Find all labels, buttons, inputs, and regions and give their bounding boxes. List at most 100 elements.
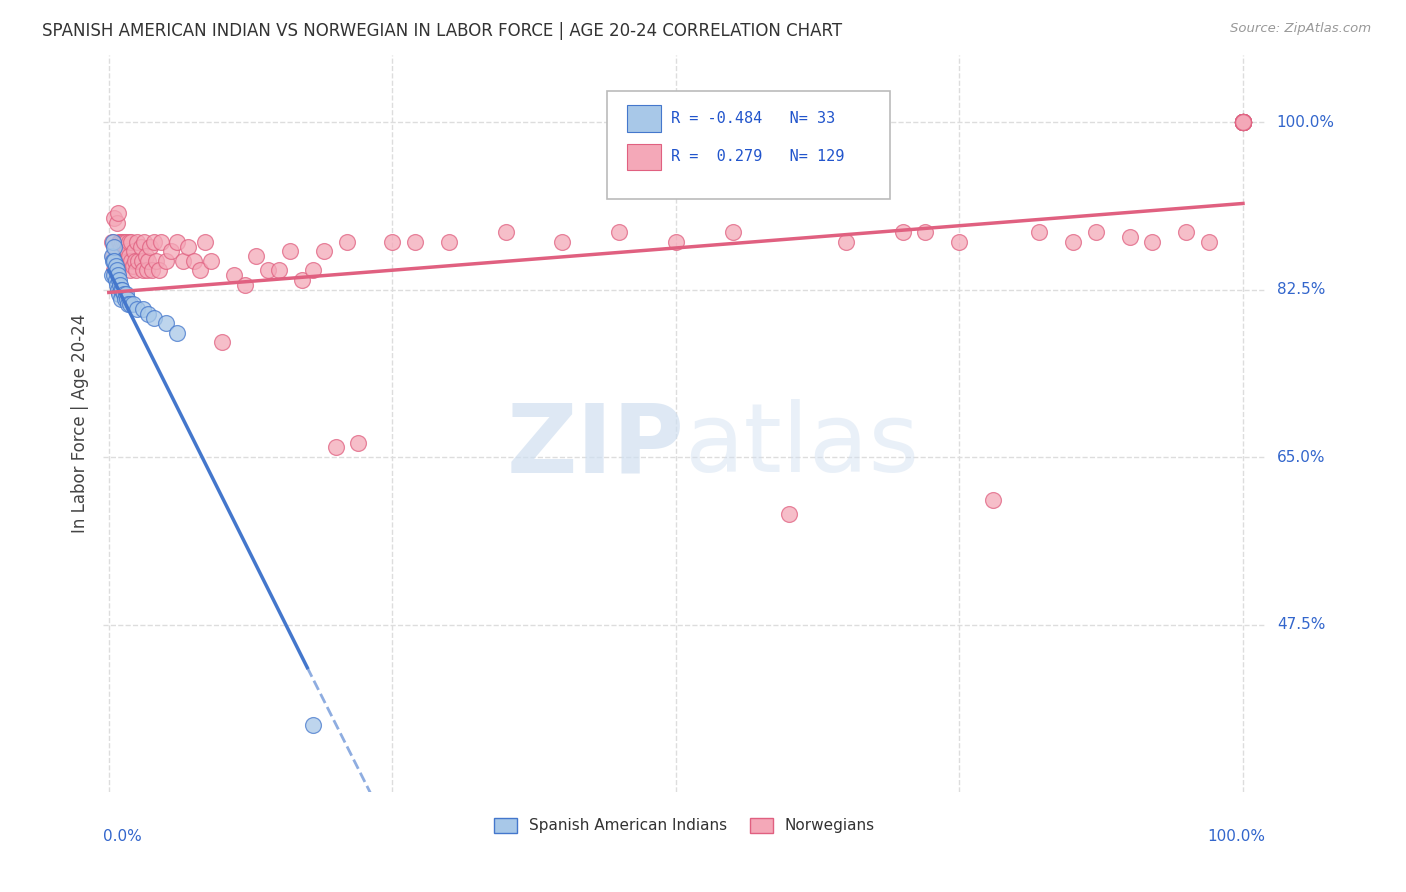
Point — [127, 301, 149, 316]
Point — [101, 268, 124, 283]
Text: 0.0%: 0.0% — [103, 829, 142, 844]
Point — [117, 253, 139, 268]
Point — [107, 263, 129, 277]
Point — [112, 235, 135, 249]
Text: R =  0.279   N= 129: R = 0.279 N= 129 — [671, 150, 844, 164]
Point — [1232, 115, 1254, 129]
Point — [1232, 115, 1254, 129]
Point — [172, 253, 194, 268]
Point — [1232, 115, 1254, 129]
Point — [121, 259, 143, 273]
Point — [115, 292, 138, 306]
Point — [138, 253, 160, 268]
Point — [114, 235, 136, 249]
Point — [1062, 235, 1084, 249]
Point — [1084, 225, 1107, 239]
Point — [1118, 230, 1140, 244]
Point — [1232, 115, 1254, 129]
Point — [107, 268, 129, 283]
Point — [107, 206, 129, 220]
Text: R = -0.484   N= 33: R = -0.484 N= 33 — [671, 112, 835, 126]
Point — [1232, 115, 1254, 129]
Text: Source: ZipAtlas.com: Source: ZipAtlas.com — [1230, 22, 1371, 36]
Point — [105, 216, 128, 230]
Point — [141, 263, 163, 277]
Point — [108, 277, 131, 292]
Point — [495, 225, 517, 239]
Point — [103, 263, 125, 277]
Point — [121, 253, 143, 268]
Point — [1175, 225, 1198, 239]
Point — [111, 253, 134, 268]
Point — [127, 235, 149, 249]
Point — [1232, 115, 1254, 129]
Point — [183, 253, 205, 268]
Point — [1232, 115, 1254, 129]
Point — [135, 249, 157, 263]
Point — [108, 235, 131, 249]
Point — [665, 235, 688, 249]
Point — [1232, 115, 1254, 129]
Point — [121, 235, 143, 249]
Point — [1232, 115, 1254, 129]
Point — [107, 283, 129, 297]
Point — [1232, 115, 1254, 129]
Point — [1028, 225, 1050, 239]
Point — [104, 259, 127, 273]
Point — [120, 263, 142, 277]
Point — [121, 297, 143, 311]
Point — [1198, 235, 1220, 249]
Point — [1232, 115, 1254, 129]
Point — [105, 277, 128, 292]
Point — [103, 249, 125, 263]
Text: 100.0%: 100.0% — [1277, 115, 1334, 129]
Point — [112, 287, 135, 301]
Point — [245, 249, 267, 263]
Point — [101, 235, 124, 249]
Point — [118, 249, 141, 263]
Point — [1232, 115, 1254, 129]
Point — [138, 306, 160, 320]
Point — [103, 253, 125, 268]
Point — [117, 297, 139, 311]
Point — [112, 253, 135, 268]
Point — [721, 225, 744, 239]
Point — [1232, 115, 1254, 129]
Point — [314, 244, 336, 259]
Point — [101, 249, 124, 263]
Point — [437, 235, 460, 249]
Text: atlas: atlas — [685, 399, 920, 492]
Point — [1232, 115, 1254, 129]
Point — [983, 493, 1005, 508]
Point — [188, 263, 211, 277]
Point — [143, 311, 166, 326]
Point — [110, 239, 132, 253]
Point — [155, 316, 177, 330]
Point — [302, 718, 325, 732]
Point — [111, 283, 134, 297]
Point — [1232, 115, 1254, 129]
Point — [108, 273, 131, 287]
Point — [381, 235, 404, 249]
Point — [914, 225, 936, 239]
Point — [103, 253, 125, 268]
Point — [404, 235, 426, 249]
Point — [127, 253, 149, 268]
Point — [1232, 115, 1254, 129]
Point — [267, 263, 290, 277]
Point — [1232, 115, 1254, 129]
Point — [278, 244, 301, 259]
Point — [166, 326, 188, 340]
Point — [111, 235, 134, 249]
Point — [891, 225, 914, 239]
Point — [194, 235, 217, 249]
Point — [1232, 115, 1254, 129]
Point — [291, 273, 314, 287]
Point — [1232, 115, 1254, 129]
Point — [105, 263, 128, 277]
Point — [1232, 115, 1254, 129]
Point — [110, 292, 132, 306]
Point — [347, 435, 370, 450]
Point — [1232, 115, 1254, 129]
Point — [835, 235, 858, 249]
